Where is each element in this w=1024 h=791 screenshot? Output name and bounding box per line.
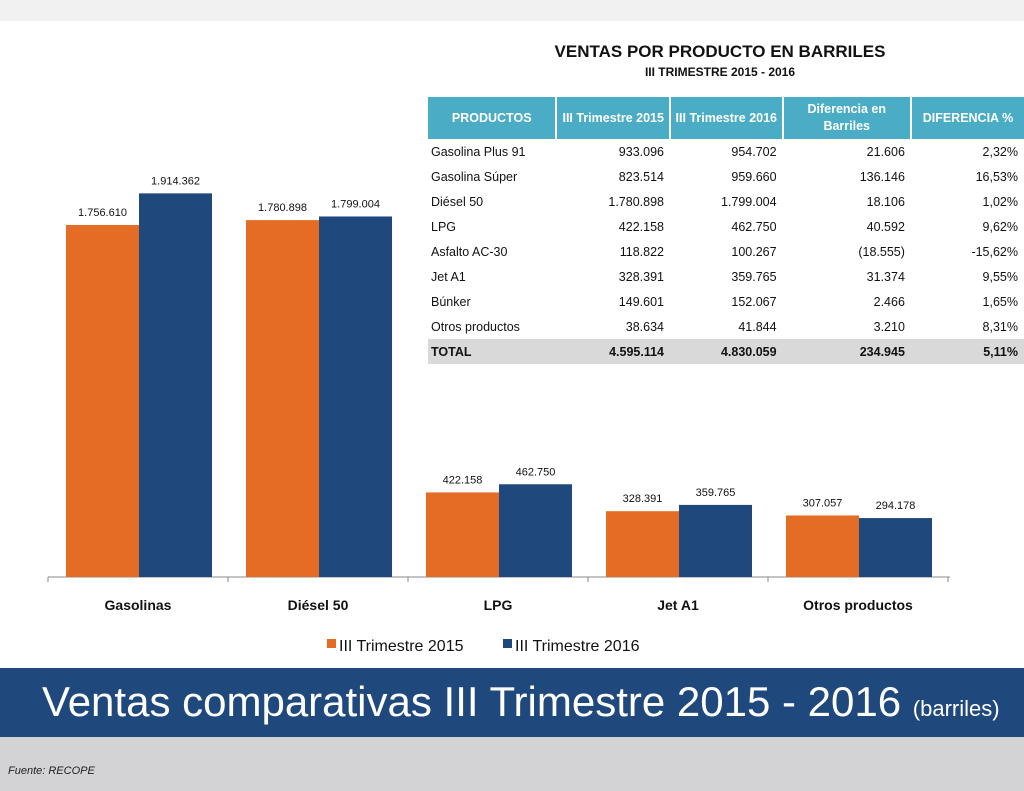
bar: [319, 216, 392, 577]
data-label: 462.750: [516, 466, 556, 478]
bar: [679, 504, 752, 577]
bar: [786, 515, 859, 577]
table-cell: 9,55%: [982, 269, 1018, 284]
banner: Ventas comparativas III Trimestre 2015 -…: [0, 668, 1024, 737]
table-cell: 21.606: [866, 144, 905, 159]
header-productos: PRODUCTOS: [428, 97, 558, 139]
x-tick-label: Jet A1: [657, 597, 699, 613]
legend-swatch: [327, 639, 336, 648]
table-cell: (18.555): [858, 244, 905, 259]
table-cell: 954.702: [731, 144, 777, 159]
data-label: 307.057: [803, 497, 843, 509]
data-label: 1.914.362: [151, 175, 200, 187]
header-diferencia-barriles: Diferencia en Barriles: [782, 97, 912, 139]
table-total-row: TOTAL 4.595.114 4.830.059 234.945 5,11%: [428, 339, 1024, 364]
table-row: Gasolina Súper 823.514 959.660 136.146 16,53…: [428, 164, 1024, 189]
table-cell: 5,11%: [910, 339, 1024, 364]
table-cell: 38.634: [625, 319, 664, 334]
table-cell: 959.660: [731, 169, 777, 184]
table-cell: LPG: [431, 219, 457, 234]
table-cell: TOTAL: [428, 339, 557, 364]
table-title: VENTAS POR PRODUCTO EN BARRILES: [554, 42, 886, 61]
data-label: 1.756.610: [78, 207, 127, 219]
table-cell: 1.780.898: [608, 194, 664, 209]
table-row: Jet A1 328.391 359.765 31.374 9,55%: [428, 264, 1024, 289]
table-cell: 152.067: [731, 294, 777, 309]
table-cell: Asfalto AC-30: [431, 244, 508, 259]
header-diferencia-pct: DIFERENCIA %: [910, 97, 1024, 139]
x-tick-label: LPG: [484, 597, 513, 613]
bar: [139, 193, 212, 577]
data-label: 328.391: [623, 493, 663, 505]
table-cell: 1.799.004: [720, 194, 777, 209]
banner-title: Ventas comparativas III Trimestre 2015 -…: [42, 678, 902, 725]
legend-swatch: [503, 639, 512, 648]
table-row: Gasolina Plus 91 933.096 954.702 21.606 2,32…: [428, 139, 1024, 164]
bar: [246, 220, 319, 578]
x-tick-label: Diésel 50: [288, 597, 349, 613]
header-2015: III Trimestre 2015: [556, 97, 671, 139]
table-header-row: PRODUCTOS III Trimestre 2015 III Trimest…: [428, 97, 1024, 139]
table-cell: 118.822: [619, 244, 664, 259]
footer: Fuente: RECOPE: [0, 737, 1024, 791]
bar: [499, 484, 572, 577]
data-label: 359.765: [696, 487, 736, 499]
source-note: Fuente: RECOPE: [8, 765, 95, 777]
table-cell: 41.844: [738, 319, 777, 334]
table-cell: Jet A1: [431, 269, 466, 284]
sales-table: PRODUCTOS III Trimestre 2015 III Trimest…: [428, 97, 1024, 364]
table-cell: 1,02%: [982, 194, 1018, 209]
table-row: Diésel 50 1.780.898 1.799.004 18.106 1,02%: [428, 189, 1024, 214]
legend-label: III Trimestre 2016: [515, 638, 640, 655]
table-cell: 359.765: [731, 269, 777, 284]
bar: [859, 518, 932, 577]
table-cell: 4.595.114: [556, 339, 670, 364]
table-cell: Gasolina Plus 91: [431, 144, 526, 159]
bar: [606, 511, 679, 577]
data-label: 294.178: [876, 500, 916, 512]
table-cell: Gasolina Súper: [431, 169, 518, 184]
table-row: Asfalto AC-30 118.822 100.267 (18.555) -15,6…: [428, 239, 1024, 264]
table-cell: 2.466: [873, 294, 905, 309]
table-cell: Diésel 50: [431, 194, 484, 209]
header-2016: III Trimestre 2016: [669, 97, 784, 139]
table-cell: 18.106: [866, 194, 905, 209]
data-label: 1.799.004: [331, 198, 380, 210]
table-row: Búnker 149.601 152.067 2.466 1,65%: [428, 289, 1024, 314]
table-cell: 40.592: [866, 219, 905, 234]
table-cell: 16,53%: [975, 169, 1018, 184]
table-cell: 234.945: [782, 339, 911, 364]
bar: [426, 492, 499, 577]
table-cell: -15,62%: [971, 244, 1018, 259]
table-cell: 100.267: [731, 244, 777, 259]
table-cell: 149.601: [618, 294, 664, 309]
table-cell: 31.374: [866, 269, 905, 284]
bar: [66, 224, 139, 578]
top-band: [0, 0, 1024, 21]
legend-label: III Trimestre 2015: [339, 638, 464, 655]
data-label: 1.780.898: [258, 202, 307, 214]
data-label: 422.158: [443, 474, 483, 486]
x-tick-label: Otros productos: [803, 597, 913, 613]
table-cell: 462.750: [731, 219, 777, 234]
table-row: Otros productos 38.634 41.844 3.210 8,31%: [428, 314, 1024, 339]
table-cell: Búnker: [431, 294, 471, 309]
table-cell: 1,65%: [982, 294, 1018, 309]
table-cell: 823.514: [618, 169, 664, 184]
banner-unit: (barriles): [912, 696, 1000, 721]
table-row: LPG 422.158 462.750 40.592 9,62%: [428, 214, 1024, 239]
table-cell: 328.391: [618, 269, 664, 284]
table-cell: 4.830.059: [669, 339, 783, 364]
table-cell: 422.158: [618, 219, 664, 234]
table-cell: 9,62%: [982, 219, 1018, 234]
table-cell: Otros productos: [431, 319, 520, 334]
table-cell: 2,32%: [982, 144, 1018, 159]
table-cell: 3.210: [873, 319, 905, 334]
table-subtitle: III TRIMESTRE 2015 - 2016: [644, 65, 796, 79]
table-cell: 136.146: [859, 169, 905, 184]
table-cell: 933.096: [618, 144, 664, 159]
x-tick-label: Gasolinas: [105, 597, 172, 613]
bar-chart: Gasolinas 1.756.610 1.914.362 Diésel 50 1.78…: [47, 175, 950, 655]
table-cell: 8,31%: [982, 319, 1018, 334]
